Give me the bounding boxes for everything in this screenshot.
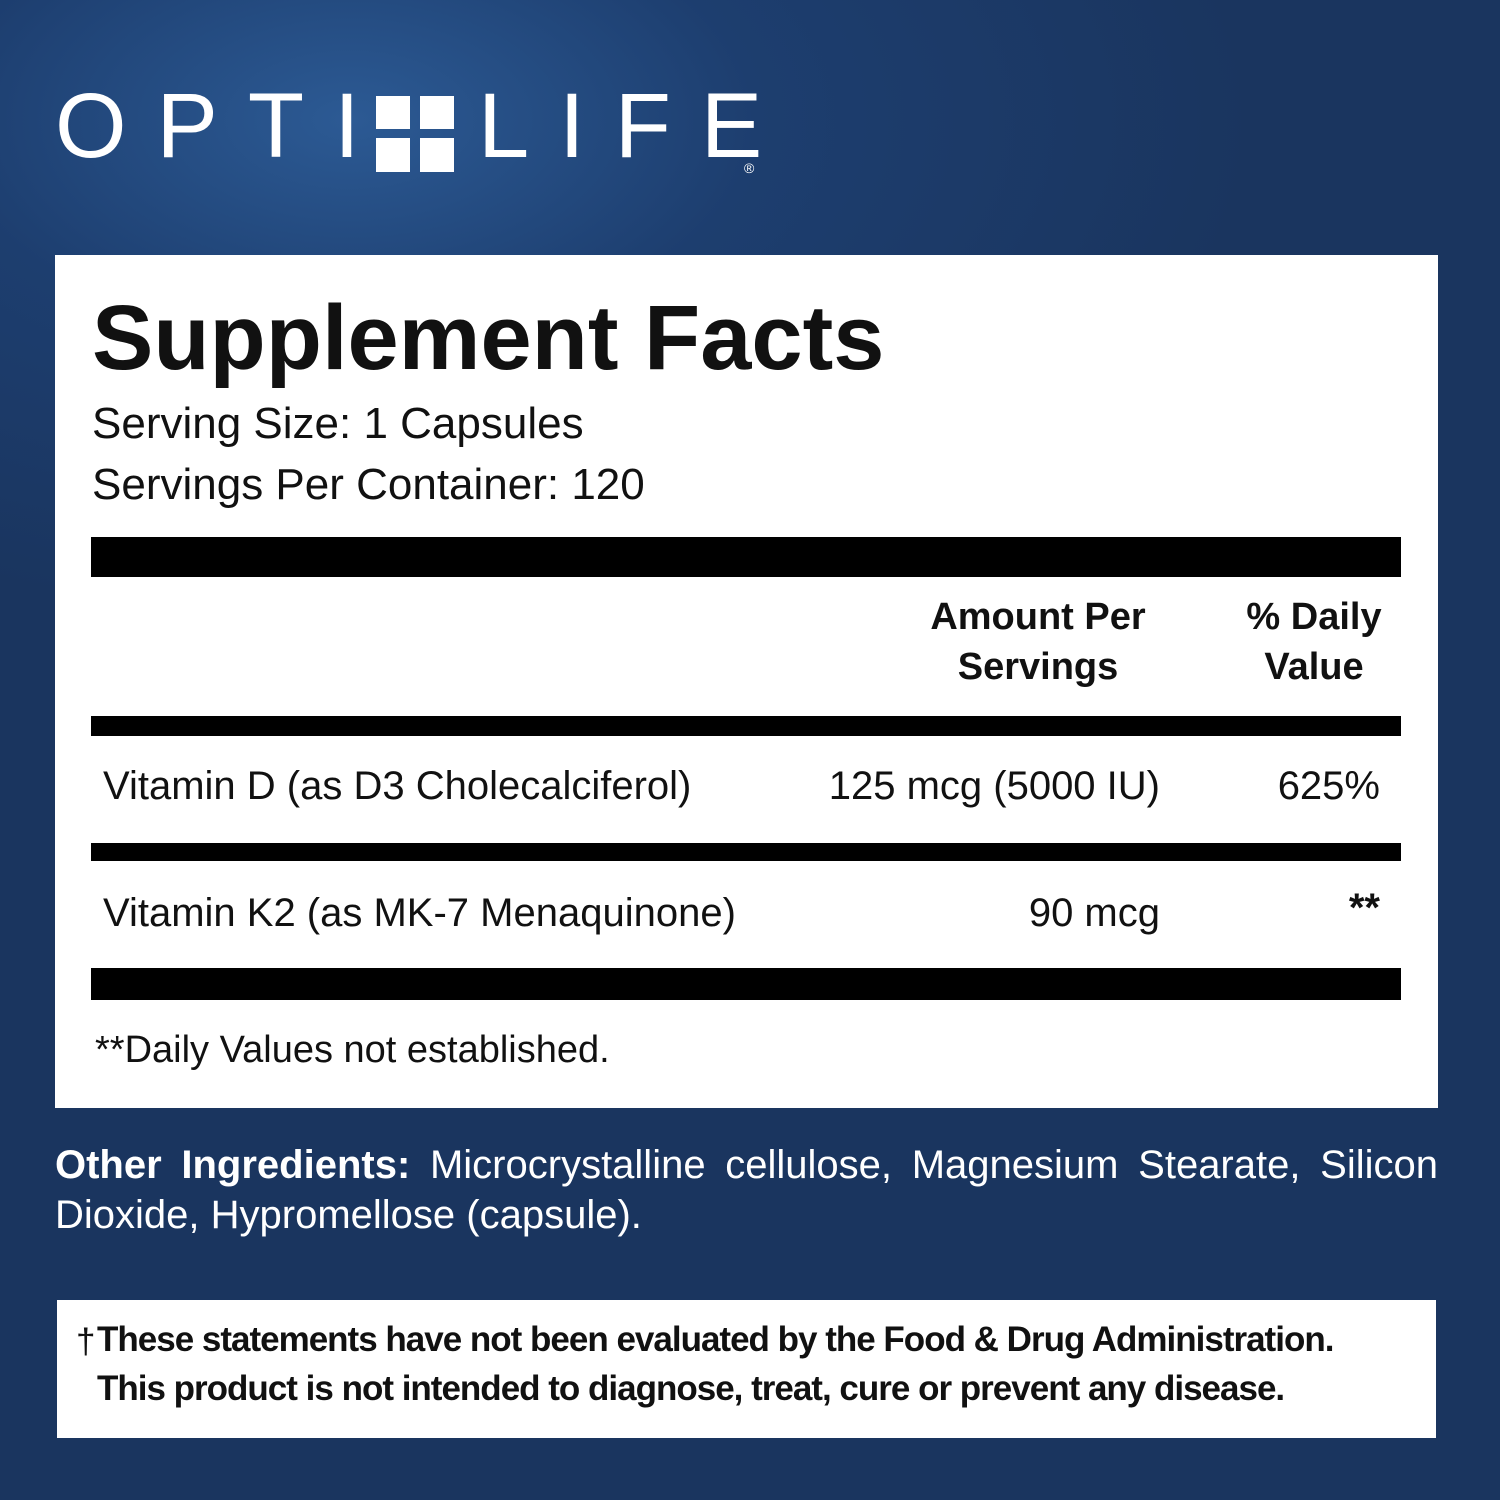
disclaimer-line: This product is not intended to diagnose…	[97, 1369, 1285, 1408]
disclaimer-symbol: †	[76, 1322, 95, 1361]
brand-right: LIFE	[478, 75, 793, 177]
registered-mark: ®	[744, 160, 755, 176]
disclaimer-line: These statements have not been evaluated…	[97, 1320, 1334, 1359]
servings-per-container: Servings Per Container: 120	[92, 460, 645, 509]
footnote: **Daily Values not established.	[95, 1029, 610, 1071]
rule	[91, 716, 1401, 736]
column-header: % Daily Value	[1246, 596, 1382, 688]
other-ingredients-text: Microcrystalline cellulose, Magnesium St…	[55, 1143, 1438, 1237]
brand-icon	[376, 96, 454, 172]
nutrient-dv: 625%	[1277, 764, 1380, 808]
nutrient-name: Vitamin D (as D3 Cholecalciferol)	[103, 764, 692, 808]
nutrient-amount: 125 mcg (5000 IU)	[828, 764, 1160, 808]
rule	[91, 537, 1401, 577]
rule	[91, 843, 1401, 861]
brand-left: OPTI	[55, 75, 390, 177]
nutrient-name: Vitamin K2 (as MK-7 Menaquinone)	[103, 891, 736, 935]
facts-panel	[55, 255, 1438, 1108]
serving-size: Serving Size: 1 Capsules	[92, 399, 584, 448]
disclaimer-box	[57, 1300, 1436, 1438]
nutrient-amount: 90 mcg	[1028, 891, 1160, 935]
rule	[91, 968, 1401, 1000]
nutrient-dv: **	[1348, 886, 1380, 930]
other-ingredients: Other Ingredients: Microcrystalline cell…	[55, 1140, 1438, 1240]
facts-title: Supplement Facts	[92, 287, 885, 389]
column-header: Amount Per Servings	[930, 596, 1146, 688]
other-ingredients-label: Other Ingredients:	[55, 1143, 411, 1187]
